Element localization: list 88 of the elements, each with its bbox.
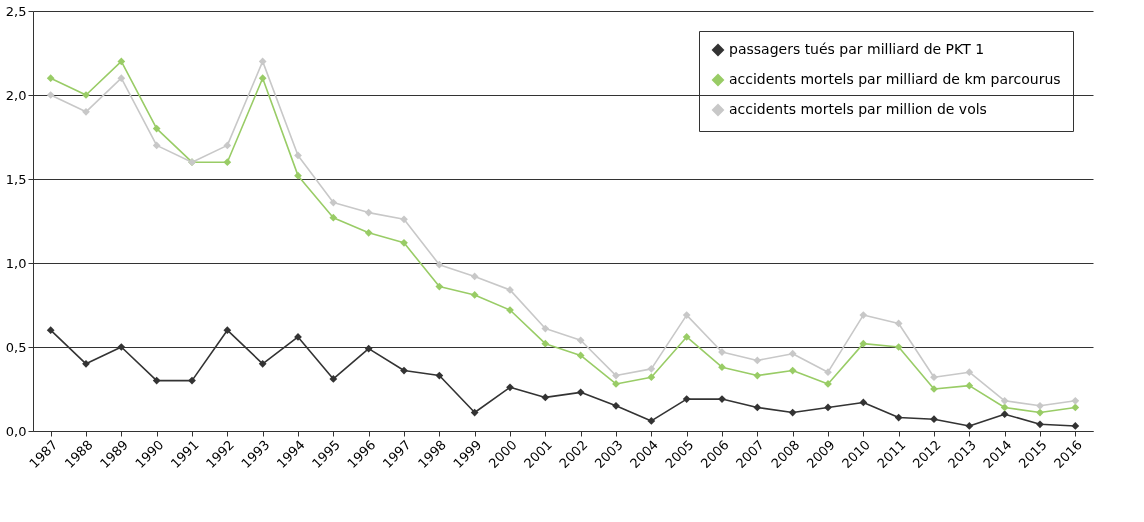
point [1000, 403, 1009, 412]
point [117, 74, 126, 83]
point [824, 368, 832, 377]
point [1000, 410, 1009, 419]
y-tick-label: 1,5 [5, 171, 27, 187]
point [788, 366, 797, 375]
point [152, 124, 161, 133]
point [82, 107, 90, 116]
point [470, 272, 479, 281]
point [400, 238, 408, 247]
legend-label: passagers tués par milliard de PKT 1 [729, 41, 985, 57]
point [188, 376, 196, 385]
point [329, 213, 338, 222]
point [576, 351, 585, 360]
point [258, 359, 267, 368]
point [647, 364, 656, 373]
point [859, 398, 868, 407]
point [682, 311, 691, 319]
point [152, 376, 161, 385]
y-tick-label: 1,0 [5, 255, 27, 271]
point [435, 260, 444, 269]
legend-label: accidents mortels par million de vols [729, 101, 987, 117]
point [576, 336, 585, 345]
point [435, 282, 444, 291]
point [294, 171, 302, 180]
point [894, 343, 903, 351]
point [753, 371, 762, 380]
point [788, 349, 797, 358]
point [152, 141, 161, 150]
point [223, 141, 232, 150]
point [117, 57, 126, 66]
y-tick-label: 2,5 [5, 3, 27, 19]
point [470, 291, 479, 299]
point [541, 324, 550, 333]
point [46, 91, 55, 99]
point [294, 151, 302, 160]
point [435, 371, 444, 380]
point [541, 393, 550, 402]
point [223, 158, 232, 167]
point [46, 74, 55, 83]
point [1071, 422, 1080, 430]
point [117, 343, 126, 351]
point [682, 333, 691, 341]
point [894, 413, 903, 422]
point [612, 371, 620, 380]
point [788, 408, 797, 417]
point [824, 403, 832, 412]
point [223, 326, 232, 335]
point [364, 208, 373, 217]
point [647, 417, 656, 425]
point [1000, 396, 1009, 405]
point [470, 408, 479, 417]
point [329, 198, 338, 207]
y-tick-label: 0,0 [5, 423, 27, 439]
point [965, 368, 974, 377]
point [612, 401, 620, 410]
point [753, 356, 762, 365]
point [400, 366, 408, 375]
point [82, 359, 90, 368]
point [930, 373, 938, 382]
point [364, 228, 373, 237]
point [576, 388, 585, 397]
point [894, 319, 903, 328]
point [1036, 401, 1044, 410]
point [364, 344, 373, 353]
point [258, 74, 267, 83]
y-tick-label: 2,0 [5, 87, 27, 103]
point [541, 339, 550, 348]
point [859, 339, 868, 348]
point [965, 422, 974, 430]
point [682, 395, 691, 403]
point [1036, 420, 1044, 429]
legend-label: accidents mortels par milliard de km parcourus [729, 71, 1061, 87]
point [400, 215, 408, 224]
point [506, 383, 514, 392]
point [329, 375, 338, 383]
point [647, 373, 656, 382]
point [859, 311, 868, 319]
point [718, 363, 726, 372]
point [1036, 408, 1044, 417]
point [258, 57, 267, 66]
point [753, 403, 762, 412]
point [1071, 403, 1080, 412]
point [930, 415, 938, 424]
point [965, 381, 974, 390]
point [46, 326, 55, 335]
y-tick-label: 0,5 [5, 339, 27, 355]
point [1071, 396, 1080, 405]
